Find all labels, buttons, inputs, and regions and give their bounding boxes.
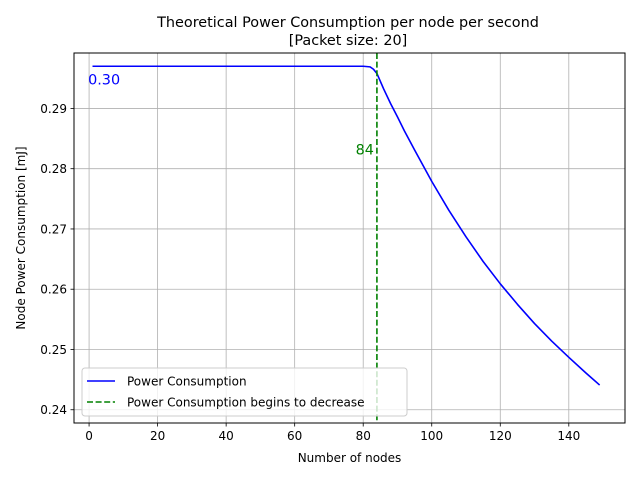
y-axis-ticks: 0.24 0.25 0.26 0.27 0.28 0.29 [40,102,74,417]
legend-entry-label: Power Consumption begins to decrease [127,396,365,410]
x-axis-ticks: 0 20 40 60 80 100 120 140 [85,423,580,443]
legend: Power Consumption Power Consumption begin… [81,367,408,417]
x-tick-label: 80 [356,429,371,443]
x-tick-label: 100 [420,429,443,443]
legend-entry-label: Power Consumption [127,375,247,389]
annotation-layer: 0.30 84 [88,73,374,159]
y-tick-label: 0.26 [40,283,67,297]
x-tick-label: 40 [219,429,234,443]
x-tick-label: 120 [489,429,512,443]
power-consumption-line [92,65,601,386]
x-tick-label: 140 [557,429,580,443]
plot-area-frame [73,52,626,424]
x-axis-label: Number of nodes [298,451,402,465]
annotation-label: 84 [356,142,374,158]
x-tick-label: 0 [85,429,93,443]
y-tick-label: 0.25 [40,343,67,357]
x-tick-label: 60 [287,429,302,443]
legend-box [81,367,408,417]
y-tick-label: 0.28 [40,162,67,176]
y-axis-label: Node Power Consumption [mJ] [14,146,28,329]
y-tick-label: 0.29 [40,102,67,116]
y-tick-label: 0.27 [40,222,67,236]
y-tick-label: 0.24 [40,403,67,417]
annotation-label: 0.30 [88,73,120,89]
chart-title: Theoretical Power Consumption per node p… [156,15,539,31]
grid-lines [74,53,625,423]
chart-subtitle: [Packet size: 20] [289,33,408,49]
series-layer [92,53,601,423]
x-tick-label: 20 [150,429,165,443]
